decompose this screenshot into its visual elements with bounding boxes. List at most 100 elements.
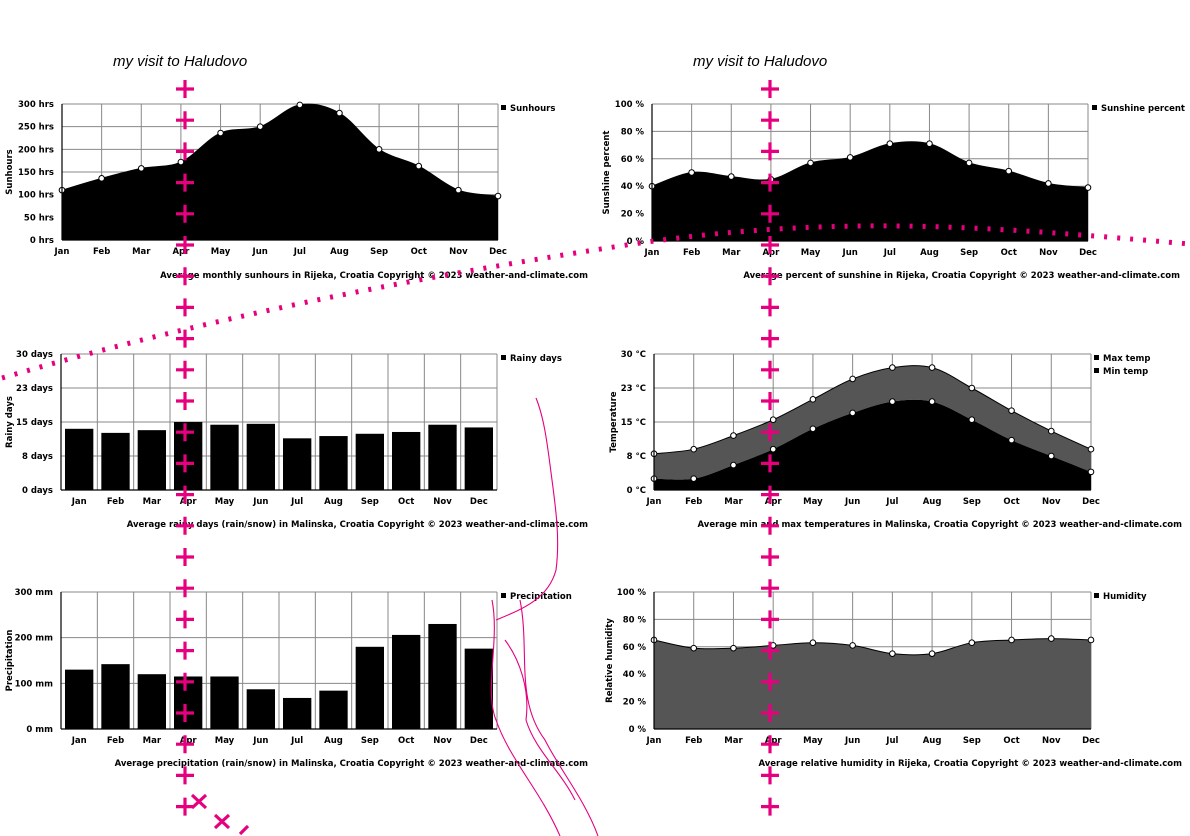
y-axis-label: Relative humidity bbox=[605, 618, 615, 703]
point bbox=[1045, 180, 1052, 187]
x-tick-label: Mar bbox=[722, 248, 741, 258]
x-tick-label: Jun bbox=[842, 248, 858, 258]
bar bbox=[428, 623, 457, 729]
point bbox=[769, 445, 777, 453]
x-tick-label: Oct bbox=[398, 497, 414, 507]
x-tick-label: Sep bbox=[361, 497, 379, 507]
point bbox=[137, 165, 145, 172]
series-line bbox=[61, 103, 499, 197]
plus-marker bbox=[761, 80, 779, 98]
point bbox=[1084, 184, 1092, 191]
y-tick-label: 20 % bbox=[623, 698, 647, 708]
x-tick-label: Nov bbox=[433, 736, 452, 746]
point bbox=[849, 642, 856, 649]
y-tick-label: 300 mm bbox=[15, 588, 54, 598]
y-axis-label: Sunhours bbox=[5, 149, 15, 194]
x-tick-label: Mar bbox=[143, 736, 162, 746]
plus-marker bbox=[761, 548, 779, 566]
plus-marker bbox=[761, 236, 779, 254]
x-tick-label: Sep bbox=[963, 497, 981, 507]
x-tick-label: Mar bbox=[132, 247, 151, 257]
island-outline bbox=[490, 599, 599, 836]
point bbox=[375, 146, 383, 153]
y-tick-label: 200 hrs bbox=[18, 145, 54, 155]
point bbox=[730, 432, 737, 439]
chart-caption: Average min and max temperatures in Mali… bbox=[698, 520, 1183, 530]
point bbox=[1008, 636, 1015, 644]
y-tick-label: 50 hrs bbox=[24, 213, 54, 223]
x-tick-label: Oct bbox=[398, 736, 414, 746]
y-tick-label: 0 mm bbox=[26, 725, 53, 735]
x-tick-label: Apr bbox=[172, 247, 190, 257]
cross-marker bbox=[238, 824, 250, 836]
y-tick-label: 23 days bbox=[16, 384, 53, 394]
x-tick-label: Mar bbox=[724, 497, 743, 507]
y-tick-label: 0 °C bbox=[627, 486, 646, 496]
plus-marker bbox=[176, 516, 194, 535]
x-tick-label: Jul bbox=[293, 247, 306, 257]
plus-marker bbox=[176, 329, 194, 348]
legend-label: Min temp bbox=[1103, 367, 1148, 377]
y-tick-label: 0 hrs bbox=[30, 236, 54, 246]
x-tick-label: Aug bbox=[923, 736, 942, 746]
x-tick-label: Feb bbox=[107, 497, 124, 507]
x-tick-label: Mar bbox=[724, 736, 743, 746]
point bbox=[1047, 452, 1055, 460]
x-tick-label: Jun bbox=[252, 497, 268, 507]
point bbox=[809, 396, 817, 403]
legend-swatch bbox=[1094, 593, 1099, 598]
point bbox=[1008, 407, 1015, 414]
plus-marker bbox=[176, 548, 194, 566]
x-tick-label: Jan bbox=[54, 247, 70, 257]
plus-marker bbox=[761, 797, 779, 816]
y-tick-label: 100 % bbox=[615, 100, 645, 110]
plus-marker bbox=[176, 80, 194, 98]
point bbox=[730, 461, 737, 469]
cross-marker bbox=[213, 813, 231, 830]
x-tick-label: Jan bbox=[646, 736, 662, 746]
y-tick-label: 15 °C bbox=[621, 418, 646, 428]
y-tick-label: 200 mm bbox=[15, 634, 54, 644]
x-tick-label: Dec bbox=[1082, 736, 1100, 746]
area bbox=[652, 141, 1088, 241]
x-tick-label: Oct bbox=[1001, 248, 1017, 258]
bar bbox=[64, 428, 94, 490]
point bbox=[928, 650, 936, 657]
bar bbox=[464, 648, 494, 729]
chart-humidity: 0 % 20 % 40 % 60 % 80 % 100 % Jan Feb Mar Apr May J… bbox=[605, 588, 1182, 769]
legend-swatch bbox=[1092, 105, 1097, 110]
point bbox=[809, 425, 817, 433]
y-tick-label: 0 % bbox=[629, 725, 647, 735]
x-tick-label: Dec bbox=[470, 497, 488, 507]
x-tick-label: Jun bbox=[844, 736, 860, 746]
y-tick-label: 80 % bbox=[621, 127, 645, 137]
point bbox=[926, 140, 933, 148]
plus-marker bbox=[761, 267, 779, 286]
legend-label: Max temp bbox=[1103, 354, 1150, 364]
plus-marker bbox=[761, 735, 779, 754]
point bbox=[730, 644, 737, 652]
bar bbox=[246, 423, 276, 490]
point bbox=[886, 140, 894, 148]
left-title: my visit to Haludovo bbox=[113, 53, 247, 70]
point bbox=[809, 639, 817, 646]
plus-marker bbox=[176, 735, 194, 754]
plus-marker bbox=[761, 579, 779, 598]
plus-marker bbox=[176, 423, 194, 442]
y-tick-label: 250 hrs bbox=[18, 123, 54, 133]
series-line bbox=[653, 638, 1092, 656]
x-tick-label: Aug bbox=[324, 736, 343, 746]
y-tick-label: 300 hrs bbox=[18, 100, 54, 110]
point bbox=[494, 192, 502, 200]
plus-marker bbox=[176, 267, 194, 286]
x-tick-label: Jul bbox=[290, 497, 303, 507]
overlay-annotations bbox=[1, 80, 1190, 836]
point bbox=[1087, 468, 1095, 476]
plus-marker bbox=[761, 111, 779, 130]
plus-marker bbox=[761, 392, 779, 410]
y-tick-label: 100 hrs bbox=[18, 191, 54, 201]
area bbox=[62, 104, 498, 241]
x-tick-label: Feb bbox=[93, 247, 110, 257]
x-tick-label: Apr bbox=[180, 736, 198, 746]
